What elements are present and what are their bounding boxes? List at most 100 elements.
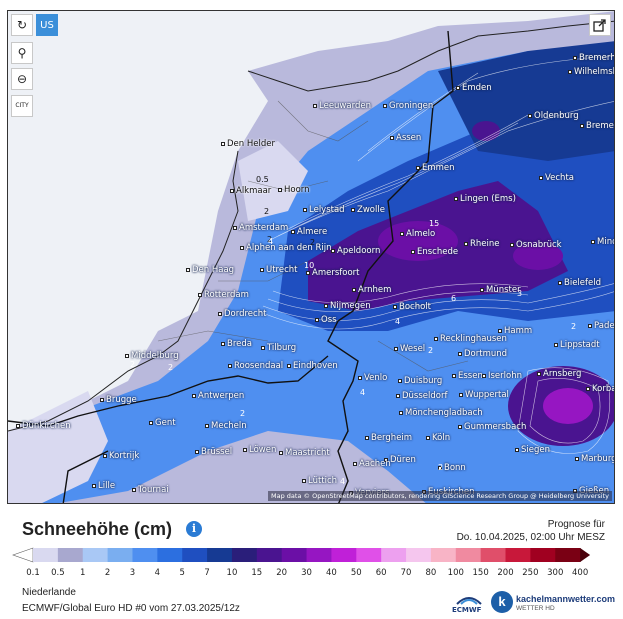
legend-swatch [231, 548, 258, 562]
city-label: Löwen [243, 445, 276, 455]
city-marker-icon [218, 311, 222, 316]
city-marker-icon [400, 231, 404, 236]
city-label: Aachen [353, 459, 391, 469]
info-icon[interactable]: i [186, 521, 202, 537]
city-name: Mönchengladbach [405, 408, 483, 418]
city-marker-icon [588, 323, 592, 328]
city-name: Almere [297, 227, 328, 237]
city-label: Kortrijk [103, 451, 139, 461]
city-name: Apeldoorn [337, 246, 381, 256]
legend-arrow-right [580, 548, 591, 562]
city-label: Lille [92, 481, 115, 491]
city-name: Bergheim [371, 433, 413, 443]
city-label: Breda [221, 339, 252, 349]
isoline-label: 4 [395, 317, 401, 326]
city-name: Almelo [406, 229, 436, 239]
city-label: Leeuwarden [313, 101, 371, 111]
share-icon [593, 19, 606, 32]
city-name: Maastricht [285, 448, 330, 458]
city-name: Recklinghausen [440, 334, 507, 344]
city-label: Arnhem [352, 285, 391, 295]
city-marker-icon [198, 292, 202, 297]
isoline-label: 15 [429, 219, 440, 228]
snow-depth-map[interactable]: ↻ US ⚲ ⊖ CITY Emden Bremerhaven Wilhelmsha… [7, 10, 615, 504]
city-marker-icon [399, 410, 403, 415]
city-label: Lüttich [302, 476, 337, 486]
city-label: Düren [384, 455, 416, 465]
legend-swatch [505, 548, 531, 562]
city-label: Amersfoort [306, 268, 359, 278]
city-name: Alphen aan den Rijn [246, 243, 332, 253]
city-label: Bielefeld [558, 278, 601, 288]
isoline-label: 4 [340, 477, 346, 486]
city-name: Aachen [359, 459, 391, 469]
city-name: Minden [597, 237, 614, 247]
legend-swatch [530, 548, 556, 562]
city-label: Lelystad [303, 205, 345, 215]
city-marker-icon [456, 85, 460, 90]
city-labels-toggle[interactable]: CITY [11, 95, 33, 117]
city-name: Bonn [444, 463, 466, 473]
isoline-label: 4 [268, 237, 274, 246]
city-marker-icon [221, 141, 225, 146]
zoom-out-button[interactable]: ⊖ [11, 68, 33, 90]
legend-label: 300 [547, 568, 564, 578]
locate-button[interactable]: ⚲ [11, 42, 33, 64]
legend-swatch [356, 548, 382, 562]
city-label: Emden [456, 83, 492, 93]
city-marker-icon [528, 113, 532, 118]
city-name: Gummersbach [464, 422, 527, 432]
city-label: Bergheim [365, 433, 412, 443]
region-code: US [40, 19, 54, 31]
city-label: Eindhoven [287, 361, 338, 371]
city-marker-icon [434, 336, 438, 341]
share-button[interactable] [589, 14, 611, 36]
city-marker-icon [383, 103, 387, 108]
isoline-label: 6 [451, 294, 457, 303]
city-label: Almere [291, 227, 327, 237]
legend-label: 20 [276, 568, 288, 578]
city-name: Wuppertal [465, 390, 509, 400]
city-label: Oss [315, 315, 337, 325]
city-marker-icon [260, 267, 264, 272]
legend-swatch [82, 548, 109, 562]
isoline-label: 10 [304, 261, 315, 270]
city-marker-icon [125, 353, 129, 358]
legend-label: 400 [572, 568, 589, 578]
city-name: Oss [321, 315, 337, 325]
isoline-label: 3 [517, 289, 523, 298]
city-label: Oldenburg [528, 111, 579, 121]
city-name: Osnabrück [516, 240, 562, 250]
city-name: Emmen [422, 163, 455, 173]
city-marker-icon [482, 373, 486, 378]
city-label: Wesel [394, 344, 425, 354]
city-marker-icon [352, 287, 356, 292]
city-name: Bielefeld [564, 278, 601, 288]
legend-label: 1 [80, 568, 86, 578]
refresh-button[interactable]: ↻ [11, 14, 33, 36]
city-marker-icon [279, 450, 283, 455]
legend-swatch [455, 548, 482, 562]
forecast-time: Do. 10.04.2025, 02:00 Uhr MESZ [456, 532, 605, 543]
region-toggle-button[interactable]: US [36, 14, 58, 36]
city-name: Amsterdam [239, 223, 289, 233]
city-marker-icon [186, 267, 190, 272]
city-marker-icon [458, 351, 462, 356]
city-name: Den Haag [192, 265, 235, 275]
isoline-label: 2 [130, 360, 136, 369]
city-marker-icon [558, 280, 562, 285]
city-marker-icon [398, 378, 402, 383]
city-label: Emmen [416, 163, 455, 173]
legend-label: 10 [226, 568, 238, 578]
city-labels-icon: CITY [15, 102, 29, 109]
city-marker-icon [302, 478, 306, 483]
city-label: Dortmund [458, 349, 507, 359]
city-marker-icon [591, 239, 595, 244]
legend-swatch [33, 548, 59, 562]
city-name: Zwolle [357, 205, 385, 215]
city-label: Hamm [498, 326, 532, 336]
city-label: Antwerpen [192, 391, 244, 401]
legend-label: 250 [522, 568, 539, 578]
city-name: Duisburg [404, 376, 443, 386]
city-name: Hoorn [284, 185, 310, 195]
